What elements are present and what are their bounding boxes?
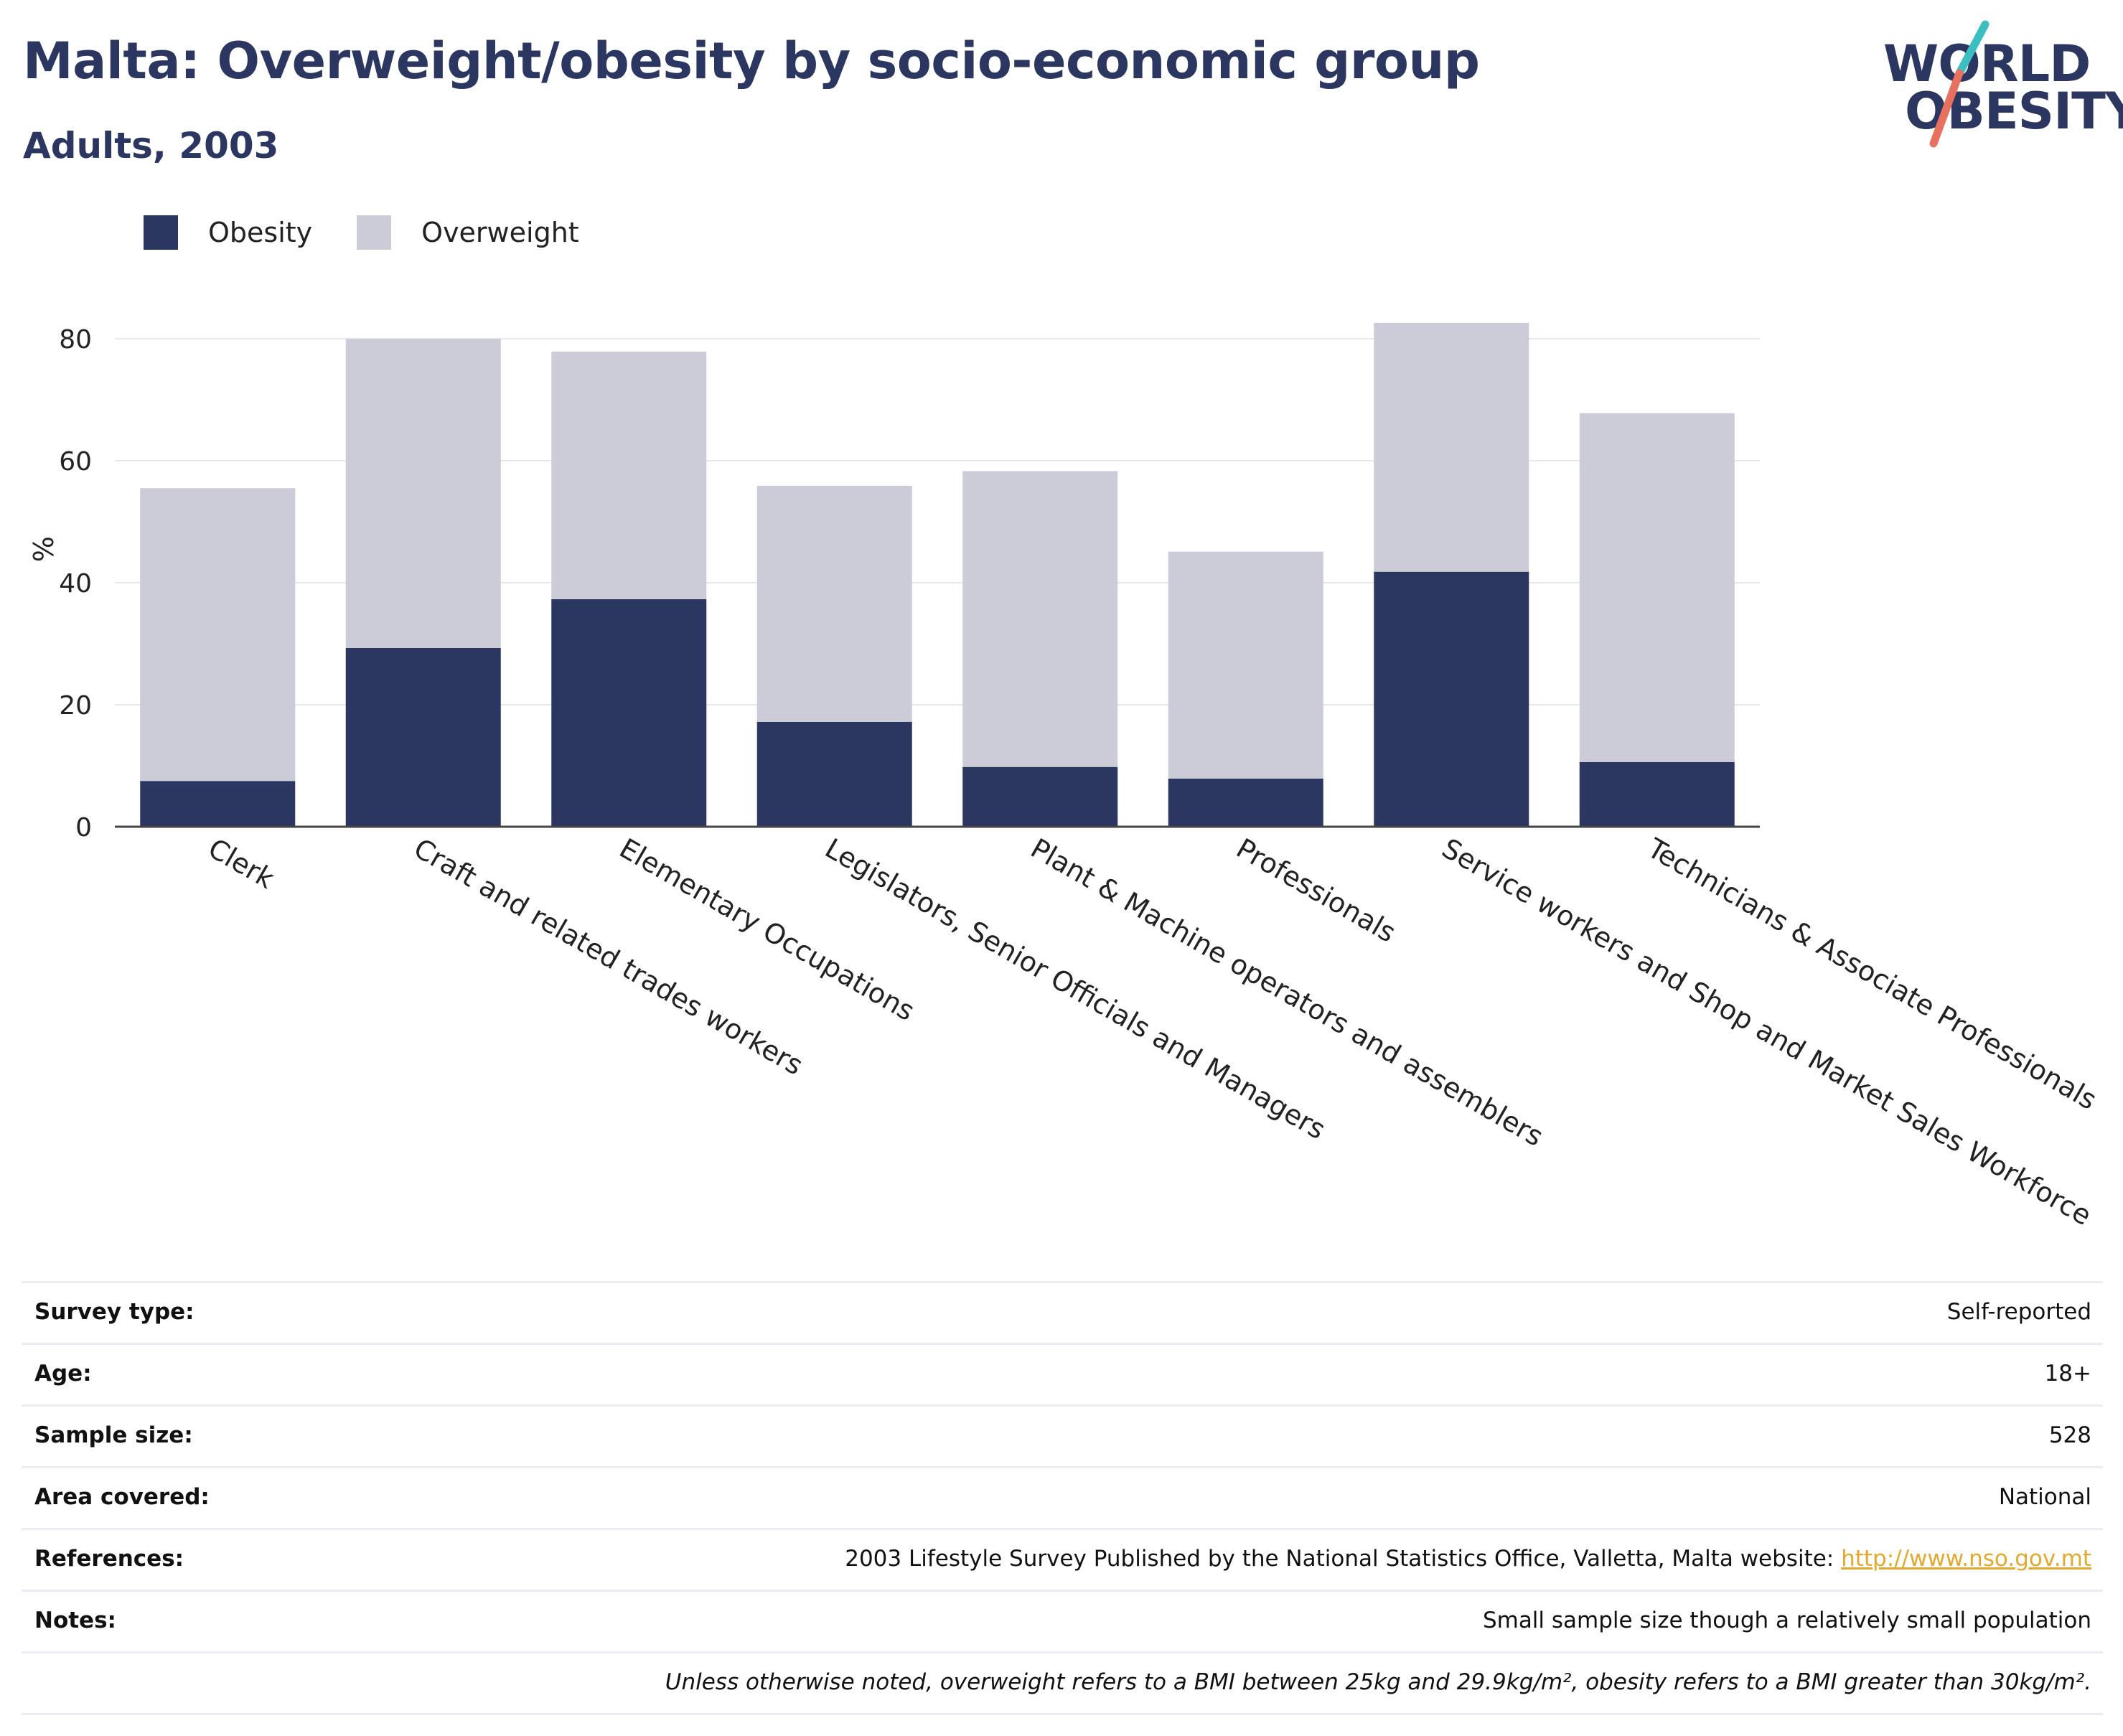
survey-info-table: Survey type: Self-reported Age: 18+ Samp… bbox=[22, 1281, 2103, 1715]
y-axis-label: % bbox=[28, 536, 60, 562]
bar-obesity bbox=[1579, 761, 1735, 827]
info-row-survey-type: Survey type: Self-reported bbox=[22, 1281, 2103, 1343]
chart-title: Malta: Overweight/obesity by socio-econo… bbox=[23, 32, 1480, 90]
x-tick-label: Clerk bbox=[203, 832, 280, 895]
bar-obesity bbox=[140, 781, 296, 827]
chart-subtitle: Adults, 2003 bbox=[23, 125, 279, 166]
info-value: 528 bbox=[2048, 1422, 2091, 1448]
y-tick-label: 40 bbox=[59, 569, 92, 599]
world-obesity-logo: WORLD OBESITY bbox=[1873, 20, 2123, 149]
x-tick-label: Craft and related trades workers bbox=[408, 832, 808, 1082]
reference-text: 2003 Lifestyle Survey Published by the N… bbox=[845, 1546, 1842, 1572]
logo-slash-icon bbox=[1929, 20, 1990, 148]
info-label: Area covered: bbox=[34, 1484, 210, 1510]
y-tick-label: 0 bbox=[75, 813, 92, 843]
bar-obesity bbox=[962, 766, 1118, 827]
y-tick-label: 20 bbox=[59, 691, 92, 721]
legend-swatch-obesity bbox=[144, 215, 178, 250]
chart-legend: Obesity Overweight bbox=[144, 212, 624, 253]
bar-obesity bbox=[345, 647, 501, 827]
info-value: Self-reported bbox=[1946, 1299, 2091, 1325]
bar-overweight bbox=[1579, 413, 1735, 762]
legend-item-overweight[interactable]: Overweight bbox=[357, 215, 579, 250]
legend-swatch-overweight bbox=[357, 215, 392, 250]
info-label: References: bbox=[34, 1546, 184, 1572]
info-row-references: References: 2003 Lifestyle Survey Publis… bbox=[22, 1528, 2103, 1590]
bar-overweight bbox=[551, 351, 707, 599]
info-value: Small sample size though a relatively sm… bbox=[1482, 1608, 2091, 1633]
bar-overweight bbox=[1168, 551, 1323, 779]
bar-overweight bbox=[962, 471, 1118, 767]
bar-obesity bbox=[551, 599, 707, 827]
bar-overweight bbox=[345, 339, 501, 648]
info-label: Survey type: bbox=[34, 1299, 195, 1325]
bar-obesity bbox=[756, 721, 912, 827]
bmi-footnote: Unless otherwise noted, overweight refer… bbox=[665, 1669, 2091, 1695]
info-row-area-covered: Area covered: National bbox=[22, 1466, 2103, 1528]
info-row-sample-size: Sample size: 528 bbox=[22, 1404, 2103, 1466]
bar-overweight bbox=[140, 488, 296, 782]
info-label: Notes: bbox=[34, 1608, 116, 1633]
x-tick-label: Technicians & Associate Professionals bbox=[1641, 832, 2101, 1116]
logo-line-1: WORLD bbox=[1883, 34, 2091, 93]
info-value: National bbox=[1998, 1484, 2091, 1510]
bar-overweight bbox=[1374, 322, 1529, 572]
y-tick-label: 60 bbox=[59, 447, 92, 477]
bar-obesity bbox=[1168, 778, 1323, 827]
legend-label-obesity: Obesity bbox=[208, 217, 313, 248]
info-label: Sample size: bbox=[34, 1422, 193, 1448]
legend-item-obesity[interactable]: Obesity bbox=[144, 215, 312, 250]
bar-obesity bbox=[1374, 571, 1529, 827]
x-tick-label: Professionals bbox=[1231, 832, 1401, 949]
y-tick-label: 80 bbox=[59, 325, 92, 355]
stacked-bar-chart: 0 20 40 60 80% Clerk Craft and related trades … bbox=[28, 322, 2102, 1231]
info-label: Age: bbox=[34, 1361, 92, 1387]
bar-overweight bbox=[756, 485, 912, 722]
legend-label-overweight: Overweight bbox=[421, 217, 579, 248]
info-row-footnote: Unless otherwise noted, overweight refer… bbox=[22, 1651, 2103, 1715]
info-value: 18+ bbox=[2044, 1361, 2091, 1387]
info-row-age: Age: 18+ bbox=[22, 1343, 2103, 1404]
info-value: 2003 Lifestyle Survey Published by the N… bbox=[845, 1546, 2091, 1572]
reference-link[interactable]: http://www.nso.gov.mt bbox=[1841, 1546, 2091, 1572]
info-row-notes: Notes: Small sample size though a relati… bbox=[22, 1590, 2103, 1651]
